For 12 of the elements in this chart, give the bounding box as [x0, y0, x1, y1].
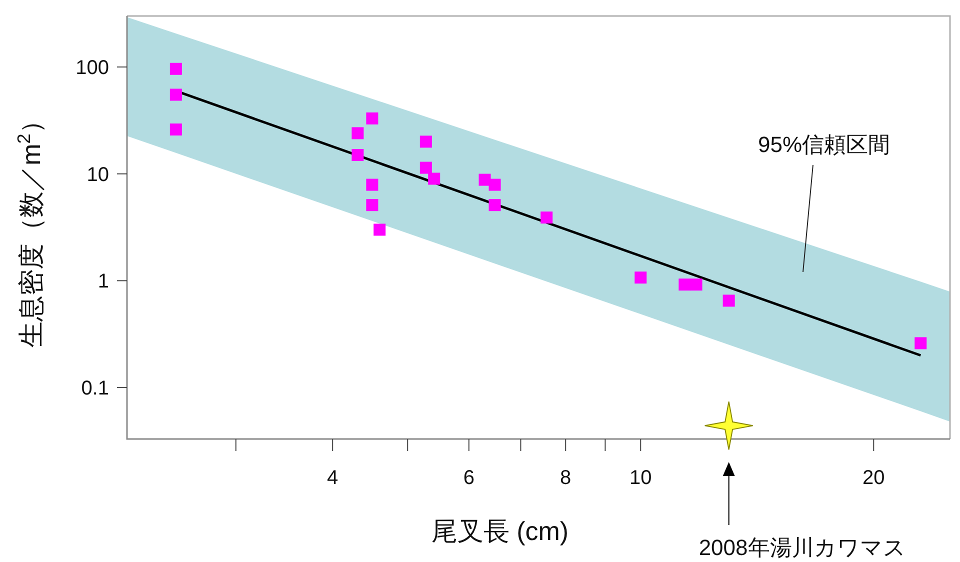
y-tick-label: 1: [98, 270, 109, 293]
x-tick-label: 6: [463, 467, 474, 489]
x-tick-label: 20: [862, 467, 885, 489]
x-tick-label: 10: [630, 467, 652, 489]
y-tick-label: 10: [86, 164, 109, 186]
x-tick-label: 4: [327, 467, 338, 489]
y-tick-label: 100: [76, 56, 109, 79]
x-tick-label: 8: [560, 467, 572, 489]
x-axis-title: 尾叉長 (cm): [431, 516, 569, 546]
y-tick-label: 0.1: [81, 378, 109, 400]
text: 2008年湯川カワマス: [698, 535, 906, 560]
annotation: 95%信頼区間: [758, 132, 890, 157]
